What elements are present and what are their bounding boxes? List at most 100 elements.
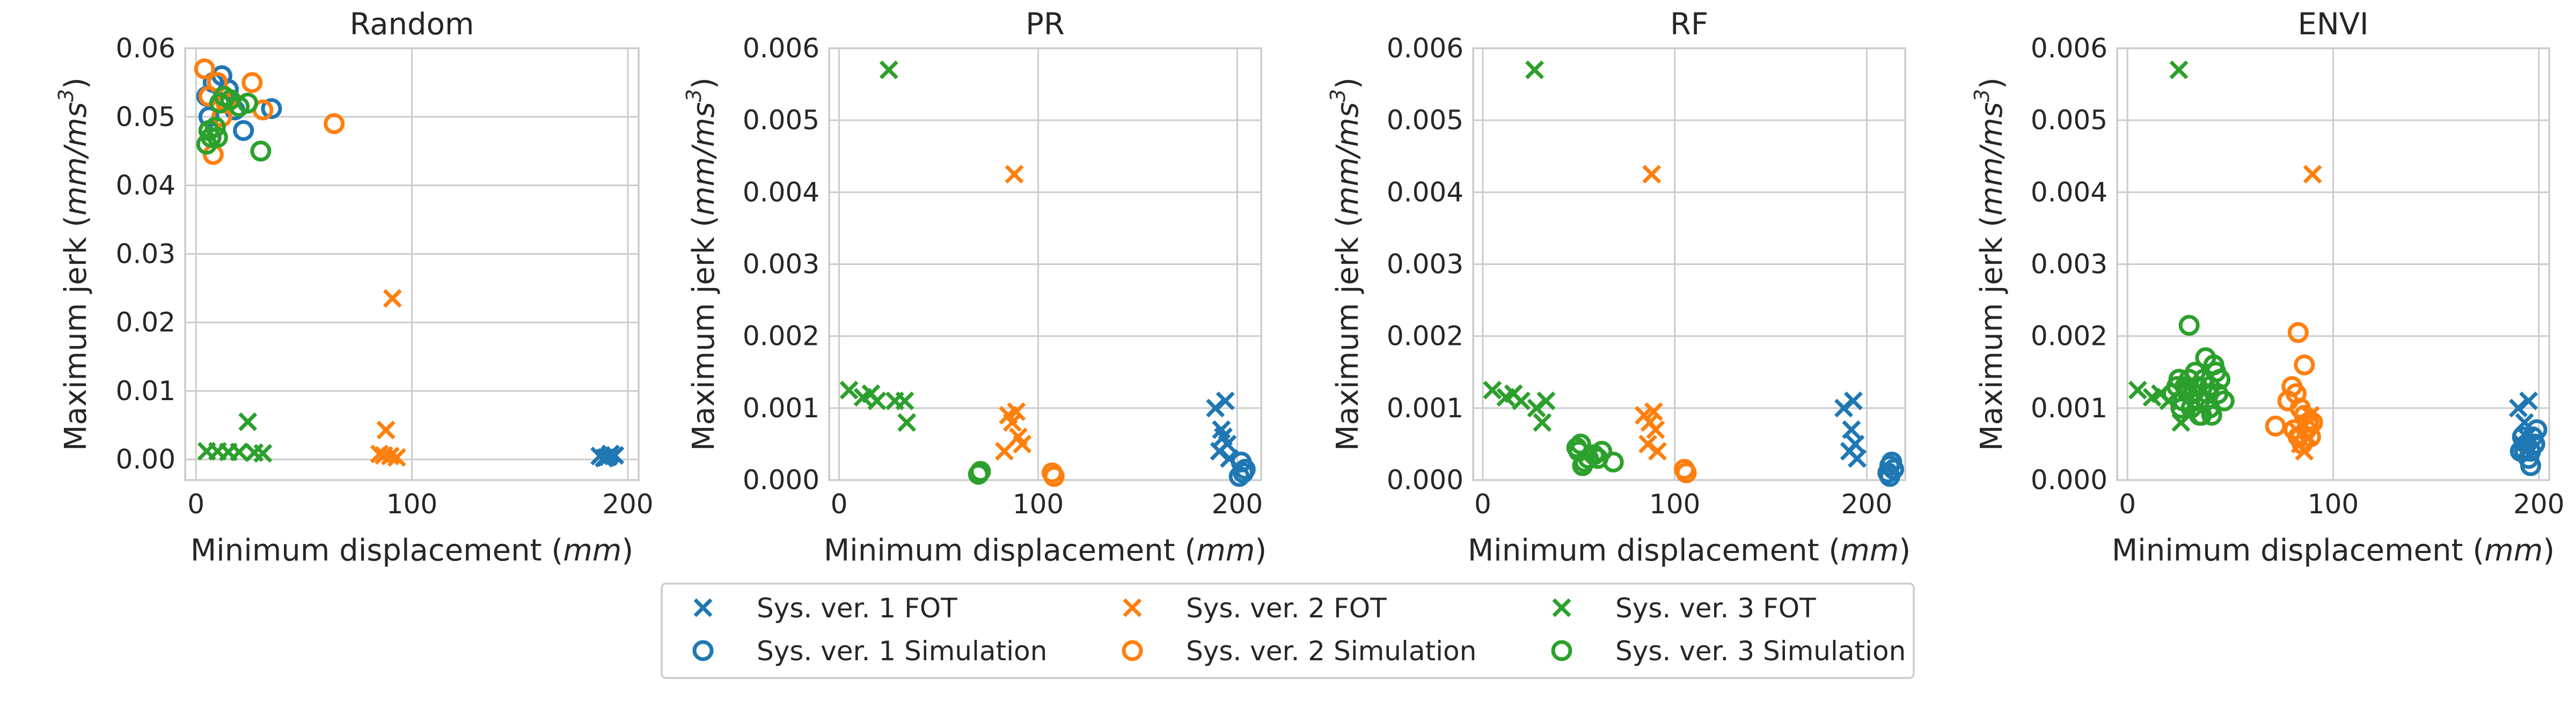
y-tick-label: 0.01 — [116, 375, 175, 407]
data-point — [1644, 402, 1663, 422]
data-point — [2300, 426, 2321, 447]
data-point — [1214, 427, 1233, 446]
series-sys-ver-2-fot — [370, 289, 406, 467]
x-tick-label: 200 — [2513, 489, 2564, 520]
y-tick-label: 0.002 — [743, 321, 819, 352]
x-axis-label: Minimum displacement (mm) — [824, 533, 1267, 568]
series-sys-ver-2-simulation — [2265, 322, 2323, 455]
x-tick-label: 200 — [1212, 489, 1263, 520]
data-point — [250, 141, 272, 162]
x-axis-label: Minimum displacement (mm) — [1468, 533, 1911, 568]
data-point — [1005, 165, 1024, 184]
series-sys-ver-3-fot — [1483, 60, 1556, 432]
data-point — [879, 60, 898, 79]
chart-panel-2: 0 100 200 0.000 0.001 0.002 0.003 0.004 0.005 0.0… — [682, 7, 1267, 568]
data-point — [895, 391, 914, 410]
chart-panel-3: 0 100 200 0.000 0.001 0.002 0.003 0.004 0.005 0.0… — [1326, 7, 1911, 568]
data-point — [1210, 441, 1229, 461]
y-tick-label: 0.00 — [116, 444, 175, 475]
data-point — [595, 448, 614, 468]
data-point — [1013, 434, 1032, 454]
data-point — [599, 447, 618, 467]
data-point — [605, 446, 625, 465]
x-tick-label: 0 — [831, 489, 848, 520]
series-sys-ver-3-simulation — [196, 85, 272, 162]
chart-title: RF — [1670, 7, 1708, 42]
legend-label: Sys. ver. 3 Simulation — [1615, 636, 1906, 667]
y-axis-label: Maximum jerk (mm/ms3) — [54, 77, 93, 451]
x-axis-label: Minimum displacement (mm) — [2112, 533, 2555, 568]
series-sys-ver-2-fot — [1634, 165, 1667, 461]
y-axis-label: Maximum jerk (mm/ms3) — [1326, 77, 1365, 451]
y-tick-label: 0.04 — [116, 170, 175, 201]
data-point — [1483, 380, 1502, 400]
data-point — [238, 412, 258, 431]
data-point — [376, 421, 396, 440]
y-tick-label: 0.005 — [1387, 105, 1463, 136]
data-point — [1511, 391, 1531, 410]
legend-marker — [692, 640, 714, 661]
series-sys-ver-1-simulation — [2509, 419, 2548, 476]
chart-title: ENVI — [2297, 7, 2368, 42]
y-tick-label: 0.003 — [743, 249, 819, 280]
data-point — [194, 58, 215, 79]
data-point — [374, 446, 393, 465]
x-axis-label: Minimum displacement (mm) — [191, 533, 633, 568]
data-point — [211, 106, 232, 128]
series-sys-ver-2-fot — [994, 165, 1032, 461]
y-tick-label: 0.004 — [743, 176, 819, 208]
data-point — [2178, 368, 2200, 390]
data-point — [1216, 391, 1235, 410]
y-tick-label: 0.05 — [116, 101, 175, 132]
x-tick-label: 200 — [602, 489, 653, 520]
data-point — [1640, 413, 1659, 432]
data-point — [1206, 399, 1225, 418]
y-tick-label: 0.006 — [1387, 33, 1463, 64]
data-point — [2170, 397, 2192, 419]
data-point — [1536, 391, 1556, 410]
y-tick-label: 0.004 — [2031, 176, 2107, 208]
data-point — [2519, 391, 2538, 410]
legend-label: Sys. ver. 1 Simulation — [757, 636, 1047, 667]
data-point — [2526, 419, 2548, 440]
series-sys-ver-3-simulation — [2162, 315, 2235, 426]
data-point — [2169, 60, 2189, 79]
legend-marker — [1122, 640, 1143, 661]
y-tick-label: 0.006 — [743, 33, 819, 64]
legend-marker — [1552, 598, 1571, 617]
y-tick-label: 0.03 — [116, 238, 175, 269]
data-point — [2195, 390, 2216, 411]
y-tick-label: 0.002 — [1387, 321, 1463, 352]
data-point — [198, 106, 219, 128]
y-axis-label: Maximum jerk (mm/ms3) — [1970, 77, 2009, 451]
data-point — [2128, 380, 2147, 400]
legend-label: Sys. ver. 3 FOT — [1615, 593, 1816, 624]
legend-marker — [1551, 640, 1572, 661]
data-point — [1525, 60, 1544, 79]
x-tick-label: 100 — [1013, 489, 1064, 520]
data-point — [2265, 415, 2286, 437]
series-sys-ver-1-simulation — [1228, 451, 1256, 487]
data-point — [1234, 459, 1256, 480]
plot-frame — [2116, 47, 2550, 481]
chart-panel-4: 0 100 200 0.000 0.001 0.002 0.003 0.004 0.005 0.0… — [1970, 7, 2565, 568]
data-point — [2178, 315, 2200, 336]
series-sys-ver-3-fot — [197, 412, 273, 463]
data-point — [839, 380, 859, 400]
x-tick-label: 100 — [2308, 489, 2359, 520]
series-sys-ver-1-fot — [590, 444, 625, 468]
data-point — [1843, 391, 1863, 410]
data-point — [1648, 441, 1667, 461]
plot-frame — [184, 47, 640, 481]
series-sys-ver-3-fot — [839, 60, 917, 432]
data-point — [1002, 413, 1022, 432]
legend: Sys. ver. 1 FOT Sys. ver. 2 FOT Sys. ver. … — [661, 582, 1915, 679]
x-tick-label: 0 — [1474, 489, 1491, 520]
series-sys-ver-1-fot — [1206, 391, 1239, 468]
series-sys-ver-3-simulation — [968, 461, 991, 485]
y-tick-label: 0.000 — [2031, 464, 2107, 496]
data-point — [230, 442, 249, 462]
x-tick-label: 0 — [2119, 489, 2136, 520]
chart-title: PR — [1026, 7, 1065, 42]
y-tick-label: 0.006 — [2031, 33, 2107, 64]
